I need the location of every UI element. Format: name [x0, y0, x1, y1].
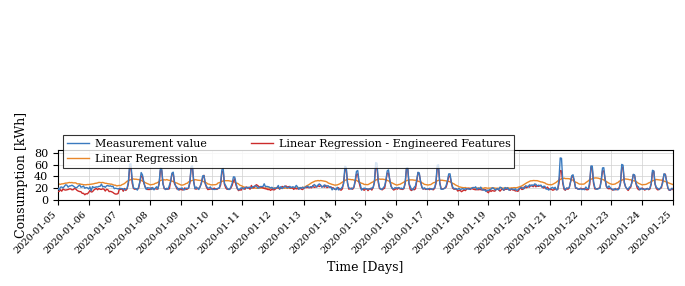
Line: Linear Regression: Linear Regression	[58, 178, 673, 188]
Line: Measurement value: Measurement value	[58, 158, 673, 191]
X-axis label: Time [Days]: Time [Days]	[327, 261, 403, 274]
Line: Linear Regression - Engineered Features: Linear Regression - Engineered Features	[58, 166, 673, 195]
Y-axis label: Consumption [kWh]: Consumption [kWh]	[15, 112, 28, 238]
Legend: Measurement value, Linear Regression, Linear Regression - Engineered Features: Measurement value, Linear Regression, Li…	[64, 135, 514, 168]
